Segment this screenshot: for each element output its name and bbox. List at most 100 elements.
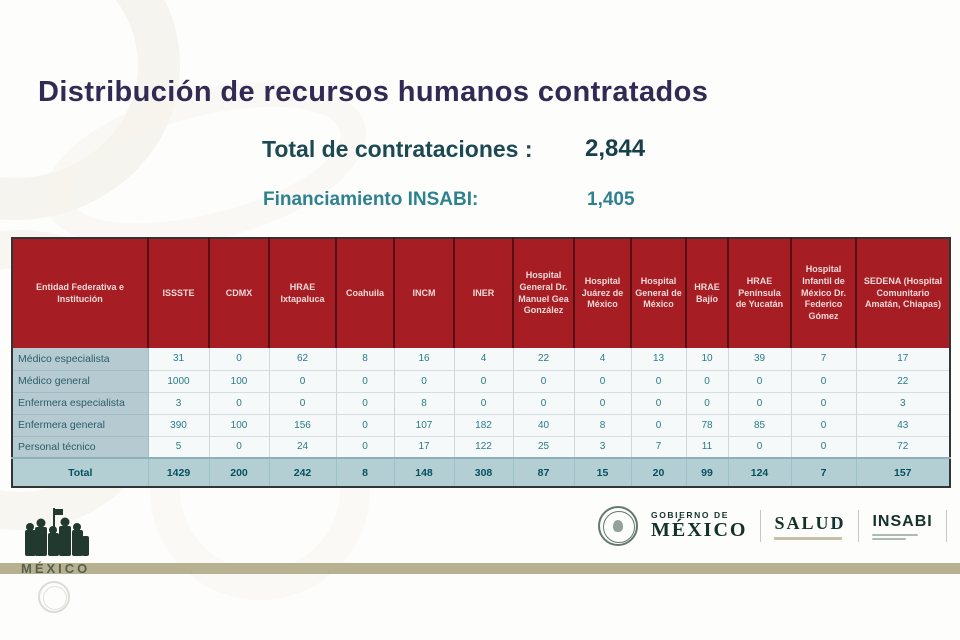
total-cell: 87 [513,457,575,487]
data-cell: 122 [454,436,514,459]
heroes-silhouette-logo [25,508,89,556]
table-row: Enfermera general 390 100 156 0 107 182 40 8 0 78 8… [12,414,950,437]
column-header: Hospital Infantil de México Dr. Federico… [791,238,857,348]
insabi-logo: INSABI [872,513,932,540]
table-total-row: Total 1429 200 242 8 148 308 87 15 20 99 124 7 157 [12,457,950,487]
data-cell: 0 [209,436,270,459]
data-cell: 0 [631,414,687,437]
table-row: Médico especialista 31 0 62 8 16 4 22 4 13 10 39 7 17 [12,348,950,371]
data-cell: 100 [209,370,270,393]
data-cell: 39 [728,348,792,371]
total-cell: 308 [454,457,514,487]
data-cell: 0 [791,414,857,437]
data-cell: 22 [856,370,950,393]
data-cell: 0 [574,370,632,393]
data-cell: 8 [336,348,395,371]
data-cell: 0 [728,392,792,415]
column-header: Hospital General Dr. Manuel Gea González [513,238,575,348]
header-row: Entidad Federativa e Institución ISSSTE CD… [12,238,950,348]
data-cell: 0 [686,392,729,415]
table-row: Médico general 1000 100 0 0 0 0 0 0 0 0 0 0 22 [12,370,950,393]
total-cell: 7 [791,457,857,487]
total-contrataciones-value: 2,844 [585,135,646,162]
data-cell: 25 [513,436,575,459]
data-cell: 0 [336,392,395,415]
total-cell: 124 [728,457,792,487]
row-label: Médico especialista [12,348,149,371]
column-header: Coahuila [336,238,395,348]
data-cell: 0 [574,392,632,415]
data-cell: 0 [394,370,455,393]
column-header: Hospital General de México [631,238,687,348]
total-row-label: Total [12,457,149,487]
data-cell: 17 [856,348,950,371]
data-cell: 22 [513,348,575,371]
data-cell: 72 [856,436,950,459]
gobierno-seal-icon [598,506,638,546]
insabi-logo-subtext-bar [872,537,907,540]
page-title: Distribución de recursos humanos contrat… [38,76,709,108]
data-cell: 156 [269,414,337,437]
data-cell: 62 [269,348,337,371]
financiamiento-label: Financiamiento INSABI: [263,189,479,210]
data-cell: 3 [148,392,210,415]
data-cell: 0 [209,348,270,371]
corner-header: Entidad Federativa e Institución [12,238,149,348]
column-header: ISSSTE [148,238,210,348]
column-header: HRAE Península de Yucatán [728,238,792,348]
resources-table: Entidad Federativa e Institución ISSSTE CD… [11,237,951,488]
insabi-logo-subtext-bar [872,533,919,536]
column-header: HRAE Ixtapaluca [269,238,337,348]
data-cell: 0 [209,392,270,415]
logo-divider [858,510,860,542]
total-cell: 15 [574,457,632,487]
data-cell: 1000 [148,370,210,393]
data-cell: 7 [791,348,857,371]
total-cell: 8 [336,457,395,487]
data-cell: 43 [856,414,950,437]
seal-watermark-icon [38,581,70,613]
data-cell: 0 [631,392,687,415]
total-cell: 20 [631,457,687,487]
data-cell: 7 [631,436,687,459]
data-cell: 10 [686,348,729,371]
gobierno-logo-line1: GOBIERNO DE [651,510,730,520]
data-cell: 40 [513,414,575,437]
total-cell: 242 [269,457,337,487]
gobierno-de-mexico-logo: GOBIERNO DE MÉXICO [651,510,747,542]
data-cell: 4 [574,348,632,371]
table-row: Enfermera especialista 3 0 0 0 8 0 0 0 0 0 0 0 3 [12,392,950,415]
data-cell: 0 [454,370,514,393]
data-cell: 78 [686,414,729,437]
total-cell: 200 [209,457,270,487]
data-cell: 0 [513,392,575,415]
row-label: Personal técnico [12,436,149,459]
data-cell: 3 [856,392,950,415]
data-cell: 13 [631,348,687,371]
data-cell: 107 [394,414,455,437]
column-header: CDMX [209,238,270,348]
gobierno-logo-line2: MÉXICO [651,519,748,541]
footer-band [0,563,960,574]
insabi-logo-text: INSABI [872,512,933,530]
data-cell: 0 [791,436,857,459]
mexico-stamp-text: MÉXICO [21,561,91,576]
data-cell: 16 [394,348,455,371]
data-cell: 0 [686,370,729,393]
data-cell: 0 [269,370,337,393]
table-body: Médico especialista 31 0 62 8 16 4 22 4 13 10 39 7 17… [12,348,950,459]
data-cell: 31 [148,348,210,371]
column-header: SEDENA (Hospital Comunitario Amatán, Chi… [856,238,950,348]
salud-logo-subtext-bar [774,536,843,540]
data-cell: 0 [791,392,857,415]
data-cell: 85 [728,414,792,437]
data-cell: 0 [336,414,395,437]
data-cell: 0 [728,370,792,393]
total-cell: 99 [686,457,729,487]
column-header: INCM [394,238,455,348]
data-cell: 4 [454,348,514,371]
data-cell: 8 [394,392,455,415]
watermark-pattern [0,0,180,220]
column-header: HRAE Bajío [686,238,729,348]
